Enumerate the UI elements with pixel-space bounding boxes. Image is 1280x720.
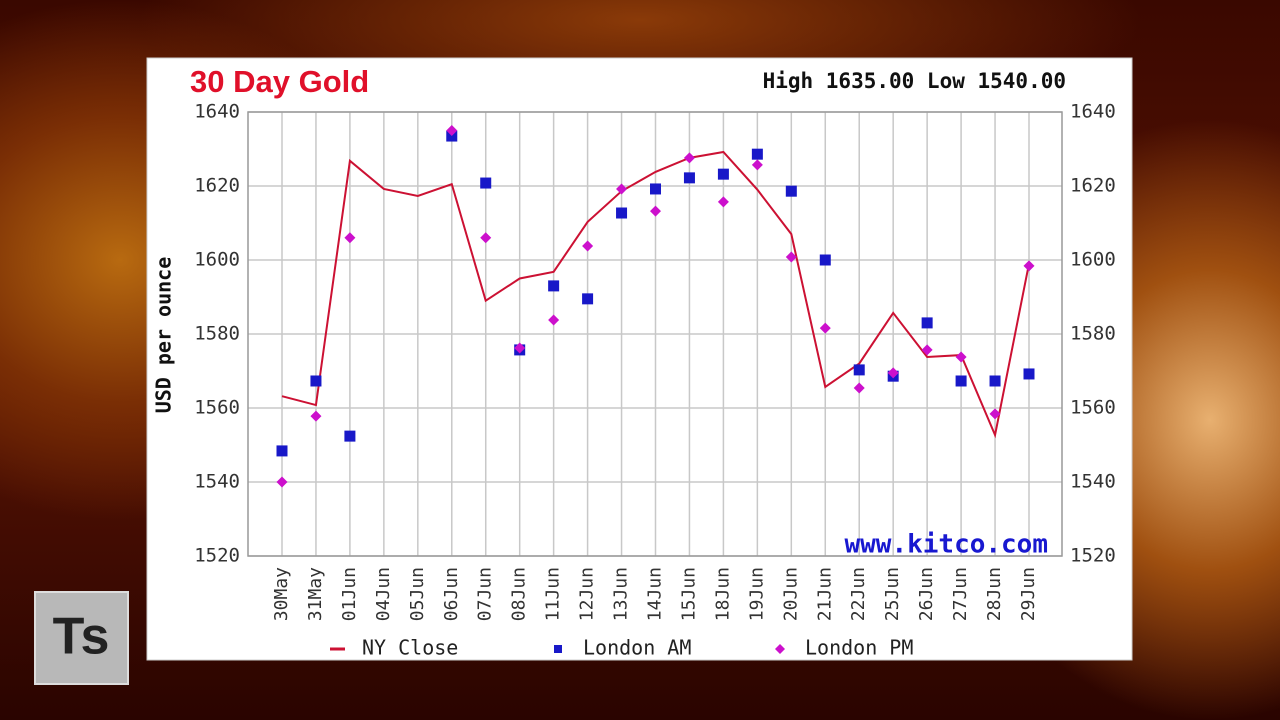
marker-square bbox=[717, 168, 729, 180]
legend-swatch bbox=[775, 644, 785, 654]
x-tick-label: 12Jun bbox=[577, 567, 598, 621]
marker-diamond bbox=[446, 125, 458, 136]
marker-diamond bbox=[480, 232, 492, 244]
legend-swatch bbox=[554, 645, 562, 653]
y2-tick-label: 1520 bbox=[1070, 545, 1116, 567]
x-tick-label: 01Jun bbox=[339, 567, 360, 621]
marker-diamond bbox=[616, 183, 628, 195]
marker-diamond bbox=[989, 408, 1001, 420]
legend-label: NY Close bbox=[362, 636, 458, 660]
y-tick-label: 1520 bbox=[194, 545, 240, 567]
marker-square bbox=[785, 185, 797, 197]
y-tick-label: 1540 bbox=[194, 471, 240, 493]
marker-diamond bbox=[955, 351, 967, 363]
series-line bbox=[281, 150, 1030, 439]
marker-diamond bbox=[819, 322, 831, 334]
marker-diamond bbox=[683, 152, 695, 164]
y-tick-label: 1640 bbox=[194, 101, 240, 123]
marker-diamond bbox=[548, 314, 560, 326]
y-tick-label: 1560 bbox=[194, 397, 240, 419]
marker-diamond bbox=[582, 240, 594, 252]
legend-label: London PM bbox=[805, 636, 913, 660]
marker-square bbox=[480, 177, 492, 189]
x-tick-label: 13Jun bbox=[611, 567, 632, 621]
marker-square bbox=[921, 317, 933, 329]
chart-title: 30 Day Gold bbox=[190, 64, 369, 99]
x-tick-label: 11Jun bbox=[543, 567, 564, 621]
x-tick-label: 31May bbox=[305, 567, 326, 621]
x-tick-label: 30May bbox=[271, 567, 292, 621]
x-tick-label: 21Jun bbox=[814, 567, 835, 621]
marker-square bbox=[582, 293, 594, 305]
marker-diamond bbox=[1023, 260, 1035, 272]
marker-square bbox=[751, 148, 763, 160]
y-axis-title: USD per ounce bbox=[152, 257, 176, 414]
x-tick-label: 20Jun bbox=[780, 567, 801, 621]
marker-diamond bbox=[650, 205, 661, 217]
x-tick-label: 15Jun bbox=[678, 567, 699, 621]
y-tick-label: 1600 bbox=[194, 249, 240, 271]
y2-tick-label: 1560 bbox=[1070, 397, 1116, 419]
legend-label: London AM bbox=[583, 636, 691, 660]
x-tick-label: 29Jun bbox=[1018, 567, 1039, 621]
logo: Ts bbox=[53, 608, 110, 666]
marker-square bbox=[446, 130, 458, 142]
marker-diamond bbox=[785, 251, 797, 263]
y2-tick-label: 1580 bbox=[1070, 323, 1116, 345]
x-tick-label: 19Jun bbox=[746, 567, 767, 621]
marker-diamond bbox=[310, 410, 322, 422]
x-tick-label: 07Jun bbox=[475, 567, 496, 621]
marker-square bbox=[1023, 368, 1035, 380]
plot-border bbox=[247, 111, 1063, 557]
marker-square bbox=[819, 254, 831, 266]
marker-square bbox=[548, 280, 560, 292]
y2-tick-label: 1600 bbox=[1070, 249, 1116, 271]
x-tick-label: 18Jun bbox=[712, 567, 733, 621]
x-tick-label: 27Jun bbox=[950, 567, 971, 621]
x-tick-label: 25Jun bbox=[882, 567, 903, 621]
x-tick-label: 28Jun bbox=[984, 567, 1005, 621]
x-tick-label: 08Jun bbox=[509, 567, 530, 621]
marker-diamond bbox=[751, 159, 763, 171]
subtitle: High 1635.00 Low 1540.00 bbox=[763, 69, 1066, 93]
x-tick-label: 05Jun bbox=[407, 567, 428, 621]
watermark: www.kitco.com bbox=[845, 530, 1049, 560]
x-tick-label: 26Jun bbox=[916, 567, 937, 621]
marker-diamond bbox=[276, 476, 288, 488]
marker-square bbox=[650, 183, 661, 195]
x-tick-label: 06Jun bbox=[441, 567, 462, 621]
x-tick-label: 22Jun bbox=[848, 567, 869, 621]
marker-square bbox=[344, 430, 356, 442]
x-tick-label: 04Jun bbox=[373, 567, 394, 621]
marker-square bbox=[853, 364, 865, 376]
chart-panel bbox=[146, 57, 1133, 661]
marker-square bbox=[310, 375, 322, 387]
y-tick-label: 1580 bbox=[194, 323, 240, 345]
x-tick-label: 14Jun bbox=[645, 567, 666, 621]
marker-square bbox=[955, 375, 967, 387]
y2-tick-label: 1620 bbox=[1070, 175, 1116, 197]
marker-diamond bbox=[514, 342, 526, 354]
marker-square bbox=[989, 375, 1001, 387]
marker-square bbox=[683, 172, 695, 184]
marker-diamond bbox=[717, 196, 729, 208]
marker-diamond bbox=[887, 367, 899, 379]
y-tick-label: 1620 bbox=[194, 175, 240, 197]
marker-diamond bbox=[921, 344, 933, 356]
y2-tick-label: 1640 bbox=[1070, 101, 1116, 123]
y2-tick-label: 1540 bbox=[1070, 471, 1116, 493]
logo-box bbox=[34, 591, 129, 685]
marker-diamond bbox=[344, 232, 356, 244]
marker-square bbox=[276, 445, 288, 457]
marker-square bbox=[616, 207, 628, 219]
marker-diamond bbox=[853, 382, 865, 394]
